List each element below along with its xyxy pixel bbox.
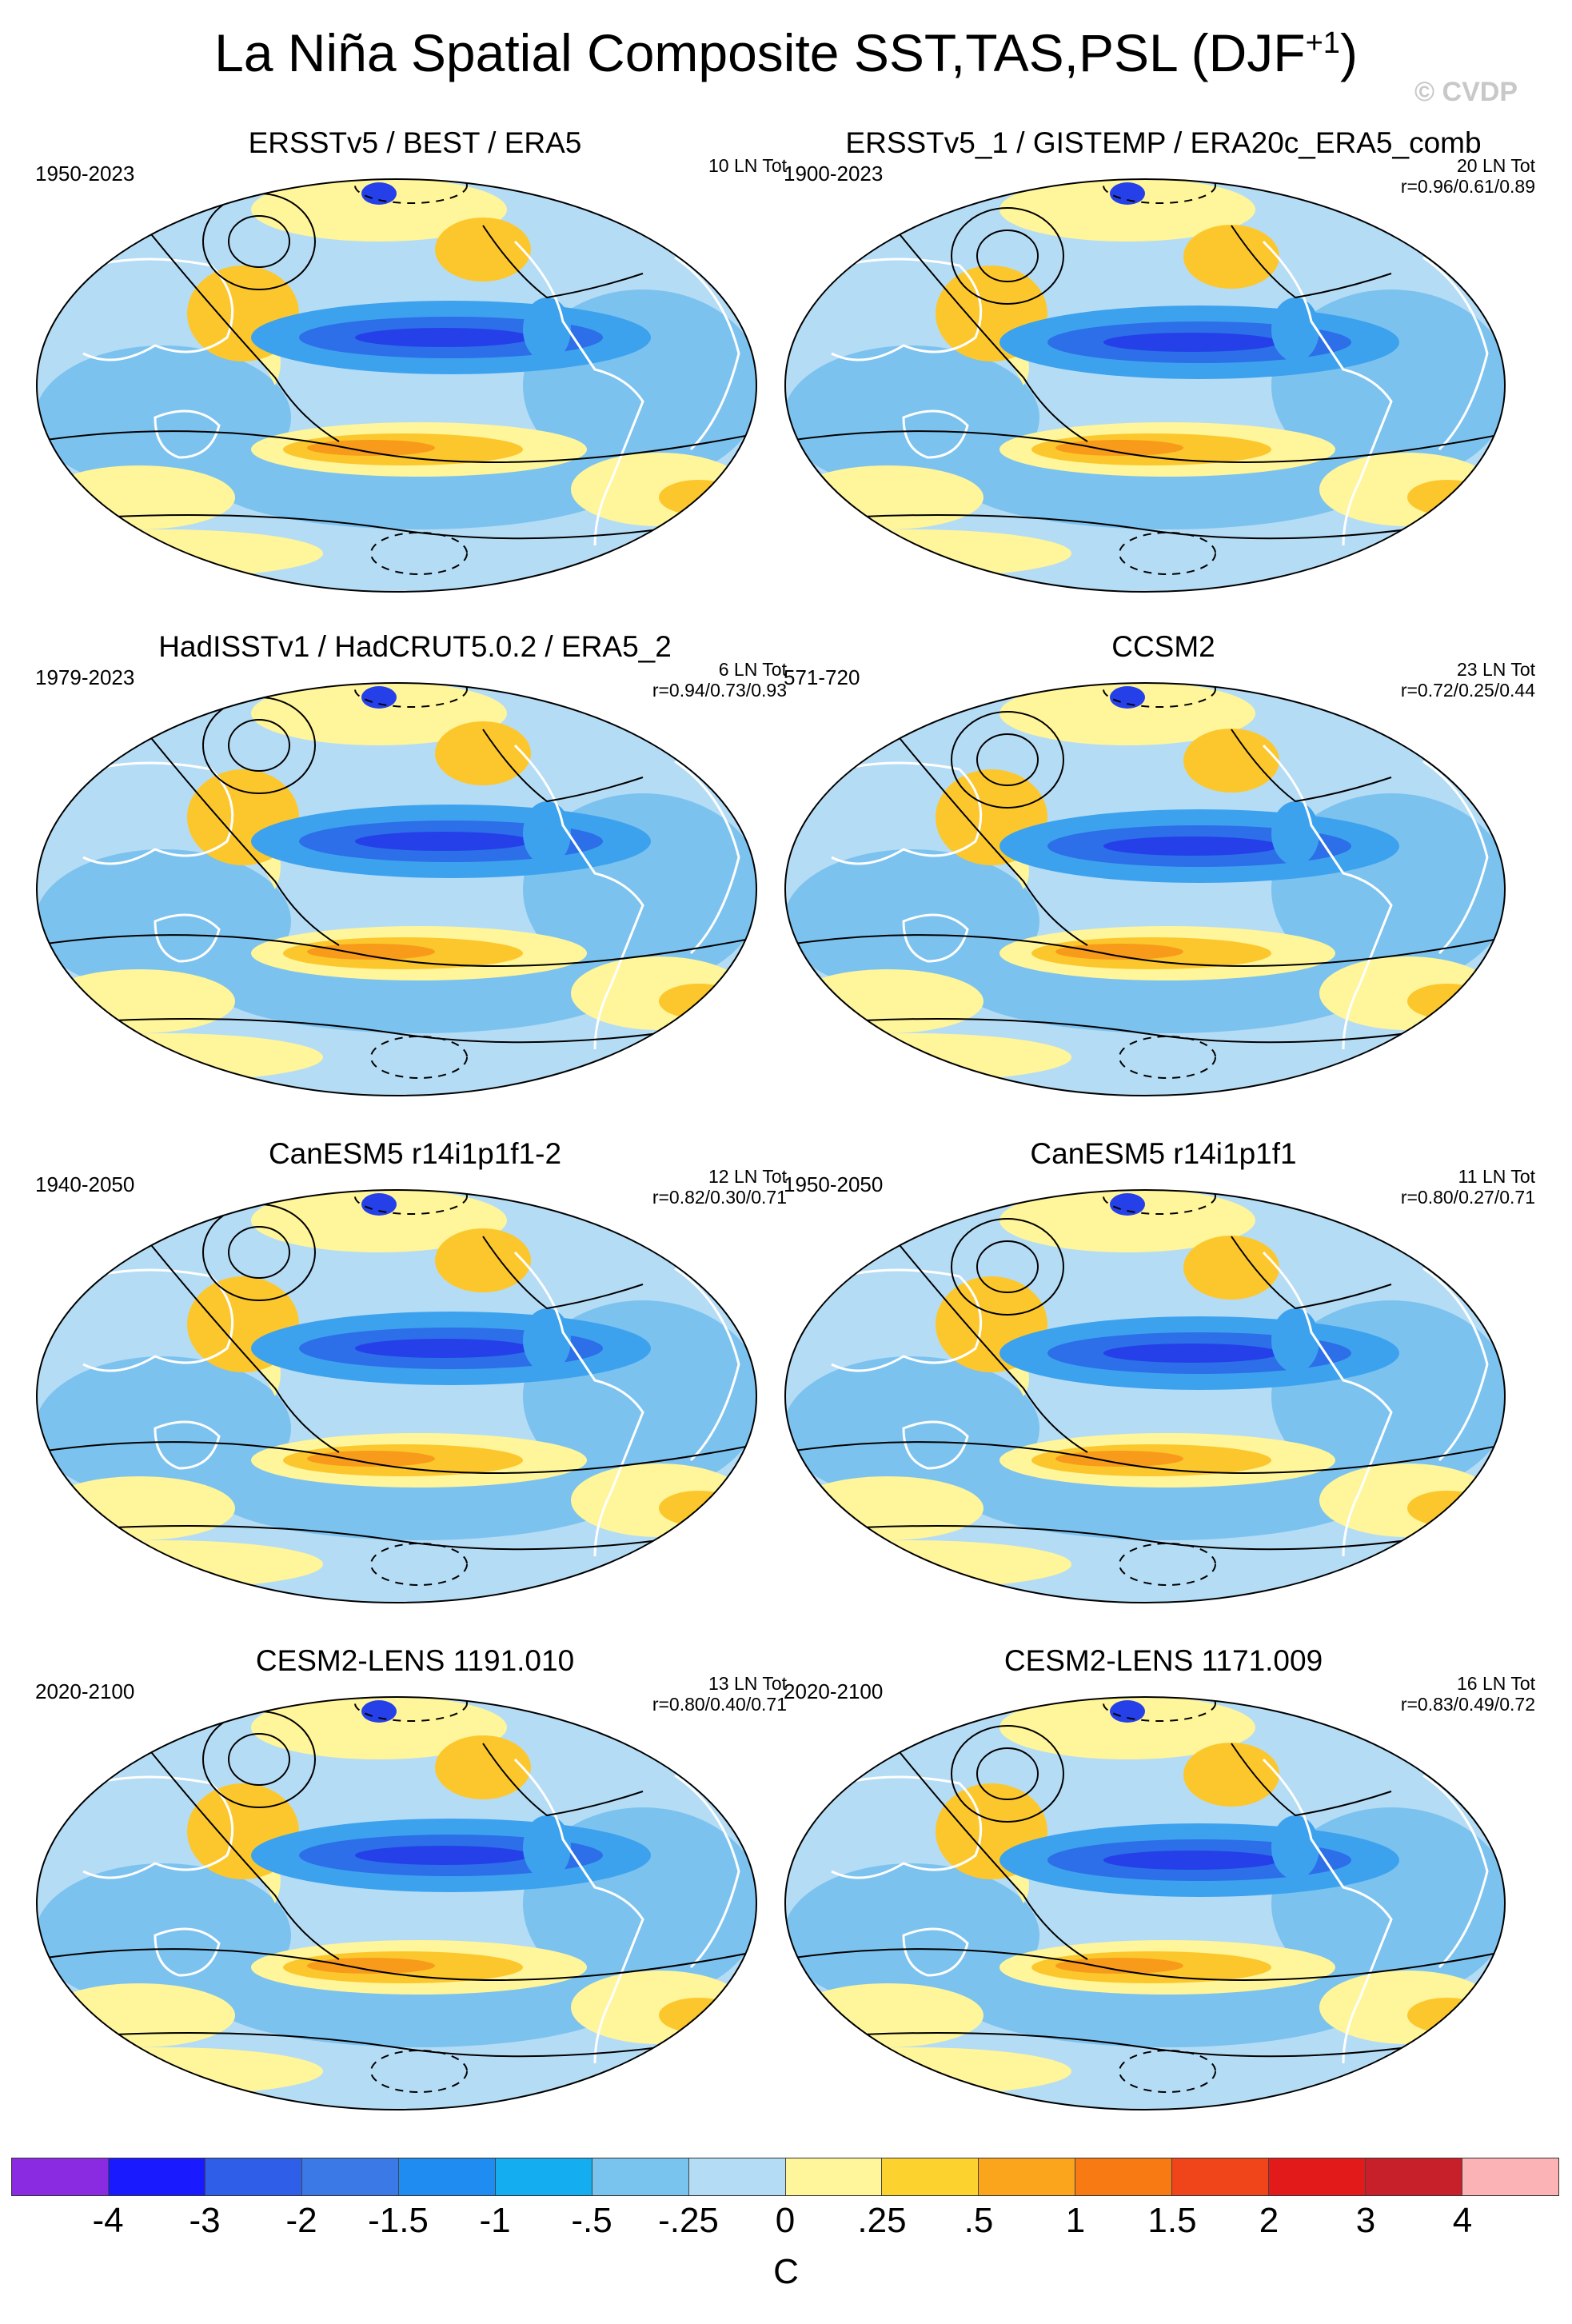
world-map (784, 1189, 1506, 1603)
panel-years: 1979-2023 (35, 665, 135, 689)
colorbar-box (882, 2158, 980, 2195)
colorbar-tick-label: .5 (964, 2201, 994, 2240)
map-panel: CanESM5 r14i1p1f1 1950-2050 11 LN Tot r=0.8… (784, 1137, 1543, 1633)
panel-stats: 10 LN Tot (708, 155, 787, 176)
map-panel: HadISSTv1 / HadCRUT5.0.2 / ERA5_2 1979-20… (35, 630, 795, 1126)
panel-years: 571-720 (784, 665, 860, 689)
colorbar-tick-label: -1.5 (368, 2201, 429, 2240)
colorbar-box (1462, 2158, 1558, 2195)
colorbar-tick-label: .25 (857, 2201, 907, 2240)
panel-correlation: r=0.72/0.25/0.44 (1400, 680, 1535, 701)
colorbar-box (1075, 2158, 1173, 2195)
colorbar-tick-label: 4 (1452, 2201, 1473, 2240)
panel-correlation: r=0.80/0.27/0.71 (1400, 1187, 1535, 1208)
panel-correlation: r=0.96/0.61/0.89 (1400, 176, 1535, 197)
map-panel: CESM2-LENS 1191.010 2020-2100 13 LN Tot r=0… (35, 1644, 795, 2140)
colorbar-tick-label: 3 (1355, 2201, 1376, 2240)
colorbar-box (1366, 2158, 1463, 2195)
colorbar (11, 2158, 1559, 2196)
map-panel: CESM2-LENS 1171.009 2020-2100 16 LN Tot r=0… (784, 1644, 1543, 2140)
world-map (36, 1189, 757, 1603)
panel-event-count: 20 LN Tot (1456, 155, 1535, 176)
panel-title: CESM2-LENS 1171.009 (1003, 1644, 1323, 1677)
panel-event-count: 11 LN Tot (1458, 1166, 1535, 1187)
colorbar-box (1172, 2158, 1270, 2195)
world-map (36, 1696, 757, 2110)
colorbar-box (592, 2158, 689, 2195)
colorbar-box (979, 2158, 1076, 2195)
panel-event-count: 6 LN Tot (718, 659, 787, 680)
panel-event-count: 12 LN Tot (708, 1166, 787, 1187)
colorbar-tick-label: -.5 (571, 2201, 612, 2240)
panel-years: 1950-2023 (35, 162, 135, 186)
map-panel: ERSSTv5_1 / GISTEMP / ERA20c_ERA5_comb 19… (784, 126, 1543, 622)
panel-title: HadISSTv1 / HadCRUT5.0.2 / ERA5_2 (158, 630, 672, 663)
colorbar-box (785, 2158, 883, 2195)
colorbar-box (205, 2158, 302, 2195)
colorbar-tick-label: 1 (1065, 2201, 1086, 2240)
panel-event-count: 10 LN Tot (708, 155, 787, 176)
world-map (36, 682, 757, 1096)
colorbar-tick-label: 2 (1259, 2201, 1279, 2240)
panel-title: CanESM5 r14i1p1f1-2 (268, 1137, 562, 1170)
world-map (784, 1696, 1506, 2110)
colorbar-unit: C (773, 2252, 799, 2291)
panel-years: 1900-2023 (784, 162, 884, 186)
colorbar-box (12, 2158, 109, 2195)
panel-title: ERSSTv5_1 / GISTEMP / ERA20c_ERA5_comb (845, 126, 1482, 159)
panel-event-count: 16 LN Tot (1456, 1673, 1535, 1694)
copyright-mark: © CVDP (1414, 77, 1518, 107)
colorbar-tick-label: 0 (775, 2201, 796, 2240)
panel-correlation: r=0.83/0.49/0.72 (1400, 1694, 1535, 1715)
world-map (784, 178, 1506, 593)
panel-years: 2020-2100 (784, 1679, 884, 1703)
colorbar-box (495, 2158, 592, 2195)
colorbar-tick-label: -4 (92, 2201, 124, 2240)
panel-event-count: 23 LN Tot (1456, 659, 1535, 680)
panel-stats: 12 LN Tot r=0.82/0.30/0.71 (652, 1166, 787, 1208)
panel-stats: 16 LN Tot r=0.83/0.49/0.72 (1401, 1673, 1535, 1715)
world-map (784, 682, 1506, 1096)
map-panel: CCSM2 571-720 23 LN Tot r=0.72/0.25/0.44 (784, 630, 1543, 1126)
panel-correlation: r=0.82/0.30/0.71 (652, 1187, 787, 1208)
panel-stats: 20 LN Tot r=0.96/0.61/0.89 (1401, 155, 1535, 197)
map-panel: CanESM5 r14i1p1f1-2 1940-2050 12 LN Tot r=0… (35, 1137, 795, 1633)
panel-stats: 23 LN Tot r=0.72/0.25/0.44 (1401, 659, 1535, 701)
colorbar-tick-label: -.25 (658, 2201, 719, 2240)
panel-stats: 11 LN Tot r=0.80/0.27/0.71 (1401, 1166, 1535, 1208)
figure-title: La Niña Spatial Composite SST,TAS,PSL (D… (214, 23, 1358, 82)
panel-years: 1940-2050 (35, 1172, 135, 1196)
panel-correlation: r=0.94/0.73/0.93 (652, 680, 787, 701)
panel-years: 2020-2100 (35, 1679, 135, 1703)
panel-title: CCSM2 (1111, 630, 1215, 663)
colorbar-tick-label: -3 (189, 2201, 221, 2240)
colorbar-box (688, 2158, 786, 2195)
colorbar-tick-label: -1 (479, 2201, 511, 2240)
colorbar-box (1269, 2158, 1367, 2195)
panel-event-count: 13 LN Tot (708, 1673, 787, 1694)
world-map (36, 178, 757, 593)
panel-stats: 6 LN Tot r=0.94/0.73/0.93 (652, 659, 787, 701)
colorbar-tick-label: -2 (285, 2201, 317, 2240)
panel-title: ERSSTv5 / BEST / ERA5 (248, 126, 582, 159)
map-panel: ERSSTv5 / BEST / ERA5 1950-2023 10 LN Tot (35, 126, 795, 622)
colorbar-box (398, 2158, 496, 2195)
panel-correlation: r=0.80/0.40/0.71 (652, 1694, 787, 1715)
panel-title: CESM2-LENS 1191.010 (255, 1644, 575, 1677)
panel-stats: 13 LN Tot r=0.80/0.40/0.71 (652, 1673, 787, 1715)
colorbar-box (108, 2158, 205, 2195)
panel-title: CanESM5 r14i1p1f1 (1030, 1137, 1297, 1170)
panel-years: 1950-2050 (784, 1172, 884, 1196)
colorbar-box (301, 2158, 399, 2195)
colorbar-tick-label: 1.5 (1147, 2201, 1197, 2240)
